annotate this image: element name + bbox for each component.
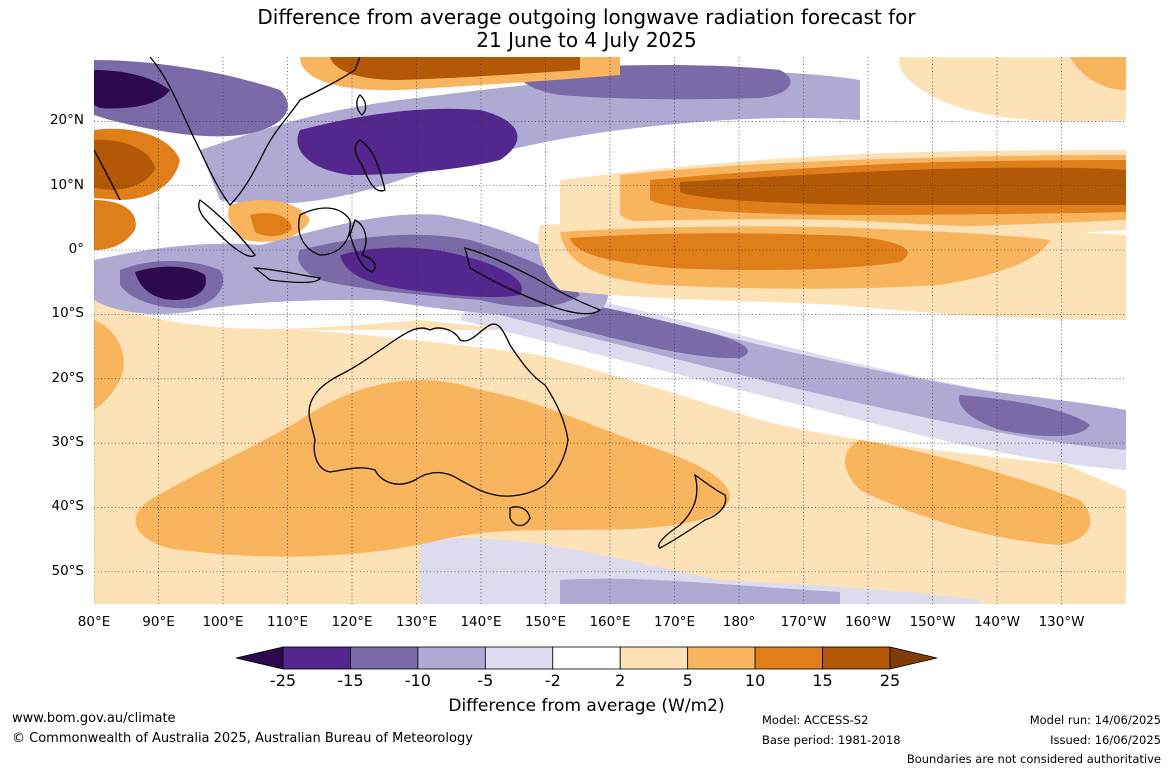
longitude-tick-label: 170°W (780, 614, 827, 630)
colorbar-swatch (552, 646, 621, 670)
colorbar-swatch (282, 646, 351, 670)
sumatra-coastline (198, 199, 256, 257)
tasmania-coastline (509, 506, 531, 527)
longitude-tick-label: 150°E (524, 614, 567, 630)
colorbar-tick-label: 25 (879, 671, 901, 690)
colorbar-tick-label: 10 (744, 671, 766, 690)
boundary-disclaimer: Boundaries are not considered authoritat… (906, 752, 1161, 766)
website-link[interactable]: www.bom.gov.au/climate (12, 711, 176, 726)
new-guinea-coastline (464, 247, 602, 315)
anomaly-field (94, 57, 1126, 604)
issued-date: Issued: 16/06/2025 (1050, 733, 1161, 747)
sulawesi-coastline (349, 219, 376, 273)
graticule (94, 57, 1126, 604)
latitude-tick-label: 40°S (51, 498, 85, 515)
borneo-coastline (298, 207, 351, 256)
colorbar-min-arrow (235, 646, 284, 670)
colorbar-swatch (822, 646, 891, 670)
colorbar-swatch (417, 646, 486, 670)
colorbar-tick-label: 5 (682, 671, 693, 690)
longitude-tick-label: 80°E (77, 614, 111, 630)
map-title-line-1: Difference from average outgoing longwav… (257, 5, 916, 29)
philippines-coastline (354, 139, 386, 192)
longitude-tick-label: 130°E (395, 614, 438, 630)
map-title-line-2: 21 June to 4 July 2025 (476, 28, 697, 52)
longitude-tick-label: 170°E (653, 614, 696, 630)
colorbar-tick-label: 15 (812, 671, 833, 690)
colorbar-title: Difference from average (W/m2) (448, 696, 725, 716)
india-coastline (94, 149, 121, 201)
colorbar-swatch (754, 646, 823, 670)
colorbar-tick-label: -15 (337, 671, 364, 690)
copyright-text: © Commonwealth of Australia 2025, Austra… (12, 731, 473, 746)
colorbar-tick-label: -2 (544, 671, 561, 690)
model-name: Model: ACCESS-S2 (762, 713, 869, 727)
base-period: Base period: 1981-2018 (762, 733, 901, 747)
colorbar-swatch (484, 646, 554, 670)
colorbar-tick-label: -25 (269, 671, 297, 690)
colorbar-swatch (687, 646, 756, 670)
longitude-tick-label: 140°W (974, 614, 1020, 630)
new-zealand-coastline (658, 473, 727, 549)
longitude-tick-label: 110°E (266, 614, 309, 630)
longitude-tick-label: 130°W (1038, 614, 1085, 630)
longitude-tick-label: 120°E (331, 614, 373, 630)
latitude-tick-label: 20°N (49, 112, 84, 129)
australia-coastline (308, 323, 569, 497)
longitude-tick-label: 160°W (845, 614, 891, 630)
latitude-tick-label: 20°S (51, 369, 85, 386)
longitude-tick-label: 160°E (589, 614, 631, 630)
colorbar-swatch (350, 646, 419, 670)
longitude-tick-label: 90°E (142, 614, 175, 630)
longitude-tick-label: 100°E (202, 614, 244, 630)
java-coastline (252, 267, 321, 284)
latitude-tick-label: 10°S (51, 305, 85, 322)
colorbar-swatch (619, 646, 689, 670)
latitude-tick-label: 50°S (51, 562, 85, 579)
longitude-tick-label: 150°W (909, 614, 956, 630)
latitude-tick-label: 30°S (51, 434, 85, 451)
taiwan-coastline (356, 94, 367, 116)
colorbar-max-arrow (889, 646, 938, 670)
colorbar-tick-label: 2 (615, 671, 626, 690)
latitude-tick-label: 10°N (49, 176, 84, 193)
positive-anomaly-australia (135, 380, 730, 557)
colorbar-tick-label: -5 (477, 671, 494, 690)
longitude-tick-label: 180° (722, 614, 756, 630)
latitude-tick-label: 0° (68, 241, 84, 258)
colorbar-tick-label: -10 (404, 671, 431, 690)
model-run-date: Model run: 14/06/2025 (1029, 713, 1161, 727)
longitude-tick-label: 140°E (460, 614, 502, 630)
